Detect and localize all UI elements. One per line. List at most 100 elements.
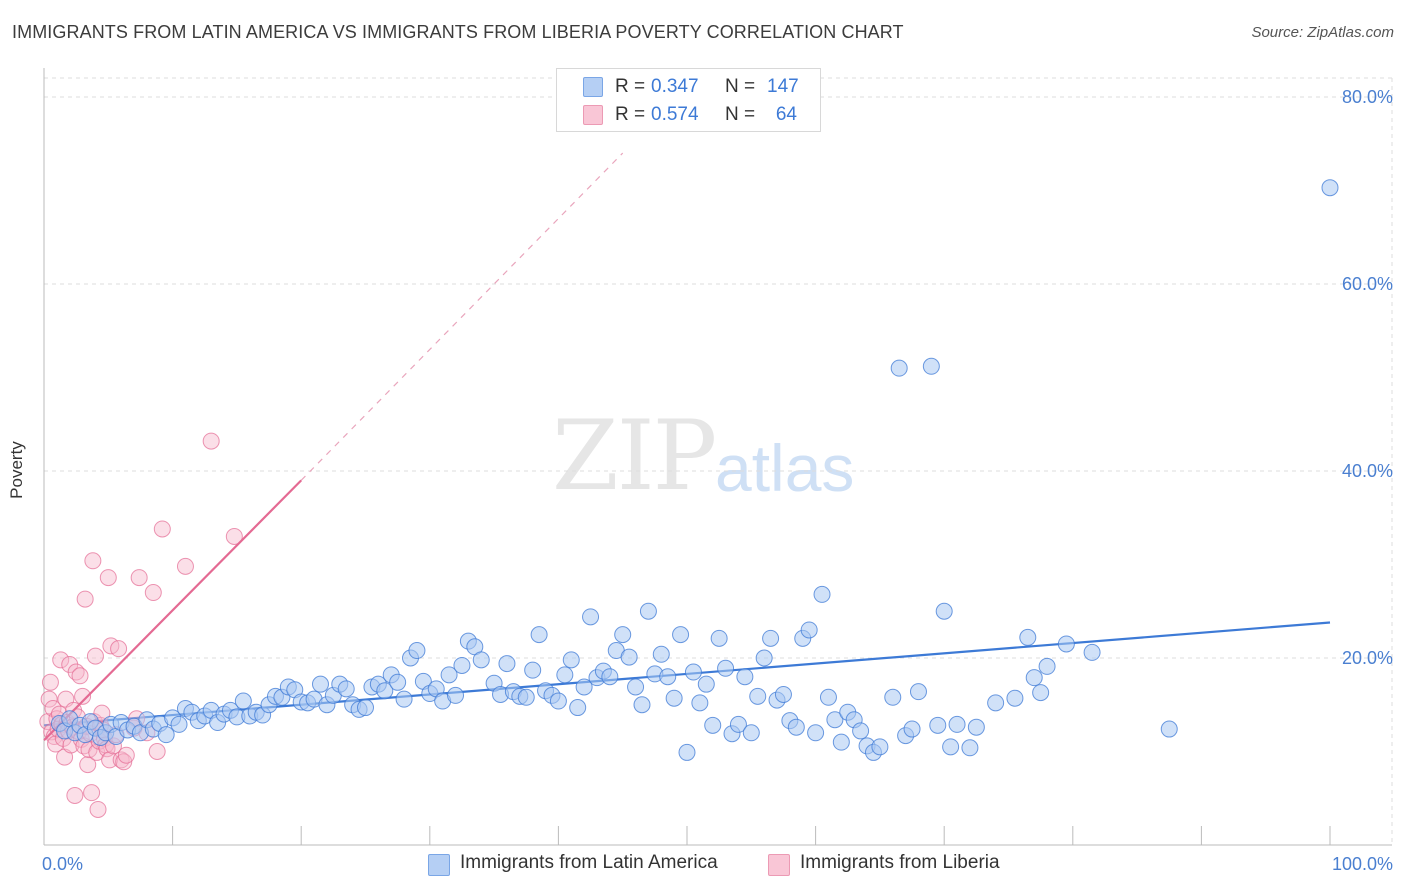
tick-labels: 20.0% 40.0% 60.0% 80.0% 0.0% 100.0%	[42, 87, 1393, 874]
data-point-latin-america	[582, 608, 600, 626]
data-point-latin-america	[170, 715, 188, 733]
data-point-latin-america	[389, 673, 407, 691]
data-point-latin-america	[498, 655, 516, 673]
chart-title: IMMIGRANTS FROM LATIN AMERICA VS IMMIGRA…	[12, 22, 904, 42]
legend-n-label: N =	[725, 104, 756, 125]
y-tick-label: 40.0%	[1342, 461, 1393, 481]
data-point-latin-america	[672, 626, 690, 644]
data-point-latin-america	[749, 687, 767, 705]
data-point-liberia	[44, 699, 62, 717]
data-point-latin-america	[742, 724, 760, 742]
legend-r-label: R =	[615, 76, 646, 97]
data-point-liberia	[144, 584, 162, 602]
correlation-legend: R = 0.347 N = 147 R = 0.574 N = 64	[556, 68, 821, 132]
data-point-liberia	[84, 552, 102, 570]
data-point-latin-america	[1025, 669, 1043, 687]
data-point-latin-america	[659, 668, 677, 686]
data-point-latin-america	[620, 648, 638, 666]
axes	[43, 68, 1392, 846]
data-point-latin-america	[1006, 689, 1024, 707]
data-point-latin-america	[852, 722, 870, 740]
data-point-latin-america	[1019, 628, 1037, 646]
data-point-latin-america	[157, 726, 175, 744]
data-point-latin-america	[819, 688, 837, 706]
data-point-latin-america	[530, 626, 548, 644]
data-point-latin-america	[903, 720, 921, 738]
data-point-latin-america	[665, 689, 683, 707]
data-point-liberia	[79, 756, 97, 774]
data-point-latin-america	[961, 739, 979, 757]
legend-n-value-pink: 64	[775, 104, 797, 125]
data-point-liberia	[89, 800, 107, 818]
data-point-liberia	[76, 590, 94, 608]
data-point-latin-america	[1032, 684, 1050, 702]
data-point-latin-america	[614, 626, 632, 644]
data-point-latin-america	[453, 656, 471, 674]
source-label: Source: ZipAtlas.com	[1251, 24, 1394, 41]
data-point-liberia	[225, 527, 243, 545]
data-point-latin-america	[717, 659, 735, 677]
data-point-latin-america	[472, 651, 490, 669]
data-point-latin-america	[549, 692, 567, 710]
legend-row-latin-america: R = 0.347 N = 147	[557, 73, 820, 99]
data-point-latin-america	[826, 711, 844, 729]
x-tick-label-min: 0.0%	[42, 854, 83, 874]
data-point-latin-america	[633, 696, 651, 714]
data-point-latin-america	[639, 602, 657, 620]
data-point-latin-america	[1038, 657, 1056, 675]
data-point-liberia	[86, 647, 104, 665]
data-point-latin-america	[440, 666, 458, 684]
data-point-latin-america	[871, 738, 889, 756]
data-point-latin-america	[787, 718, 805, 736]
data-point-latin-america	[447, 686, 465, 704]
data-point-latin-america	[569, 699, 587, 717]
data-point-liberia	[130, 569, 148, 587]
y-tick-label: 20.0%	[1342, 648, 1393, 668]
data-point-latin-america	[710, 629, 728, 647]
data-point-liberia	[41, 673, 59, 691]
data-point-latin-america	[890, 359, 908, 377]
data-point-liberia	[115, 753, 133, 771]
x-tick-label-max: 100.0%	[1332, 854, 1393, 874]
data-point-latin-america	[987, 694, 1005, 712]
data-point-liberia	[83, 784, 101, 802]
bottom-legend-swatch-blue	[428, 854, 450, 876]
data-point-latin-america	[376, 682, 394, 700]
legend-n-value-blue: 147	[767, 76, 799, 97]
data-point-latin-america	[948, 715, 966, 733]
data-point-latin-america	[697, 675, 715, 693]
legend-swatch-blue	[583, 77, 603, 97]
data-point-latin-america	[337, 680, 355, 698]
trend-line-liberia	[43, 479, 302, 742]
data-point-latin-america	[922, 357, 940, 375]
data-point-latin-america	[762, 629, 780, 647]
legend-r-label: R =	[615, 104, 646, 125]
data-point-liberia	[101, 751, 119, 769]
data-point-liberia	[93, 704, 111, 722]
data-point-latin-america	[395, 690, 413, 708]
series-liberia-points	[39, 432, 302, 818]
legend-n-label: N =	[725, 76, 756, 97]
data-point-liberia	[153, 520, 171, 538]
data-point-latin-america	[408, 642, 426, 660]
data-point-latin-america	[729, 715, 747, 733]
data-point-latin-america	[627, 678, 645, 696]
data-point-liberia	[74, 687, 92, 705]
watermark-zip: ZIP	[552, 400, 717, 512]
data-point-latin-america	[813, 585, 831, 603]
trend-line-liberia-extension	[300, 152, 624, 481]
y-tick-label: 60.0%	[1342, 274, 1393, 294]
data-point-latin-america	[935, 602, 953, 620]
legend-swatch-pink	[583, 105, 603, 125]
data-point-latin-america	[967, 718, 985, 736]
data-point-liberia	[117, 746, 135, 764]
data-point-liberia	[71, 667, 89, 685]
data-point-liberia	[112, 751, 130, 769]
data-point-latin-america	[1321, 179, 1339, 197]
data-point-latin-america	[1057, 635, 1075, 653]
data-point-liberia	[202, 432, 220, 450]
data-point-liberia	[66, 786, 84, 804]
watermark-atlas: atlas	[715, 431, 855, 505]
data-point-latin-america	[684, 663, 702, 681]
